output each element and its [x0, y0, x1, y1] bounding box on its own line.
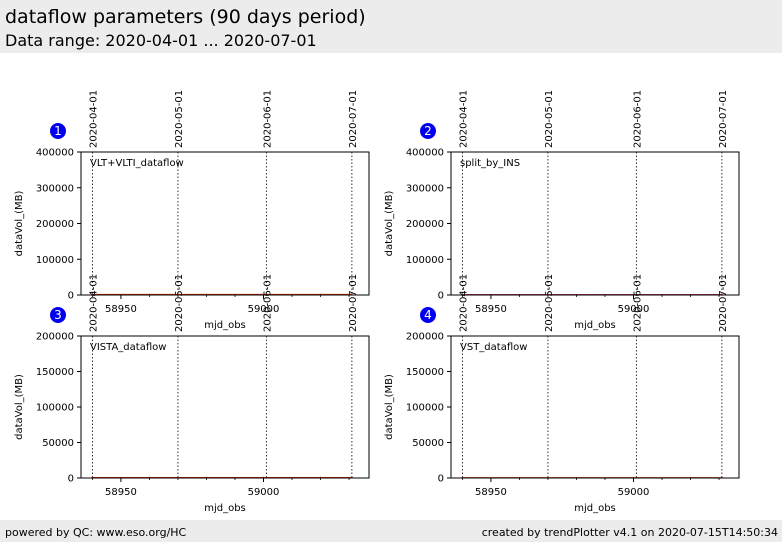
y-tick-label: 0	[68, 291, 74, 302]
y-tick-label: 50000	[42, 438, 74, 449]
date-marker-label: 2020-06-01	[632, 90, 643, 148]
x-axis-label: mjd_obs	[204, 503, 246, 514]
date-marker-label: 2020-05-01	[544, 90, 555, 148]
chart-panel-2: 2 2020-04-01 2020-05-01 2020-06-01 2020-07-0…	[384, 90, 740, 331]
panel-number-label: 1	[54, 124, 62, 138]
x-axis-label: mjd_obs	[204, 320, 246, 331]
y-axis-label: dataVol_(MB)	[384, 374, 395, 440]
panel-number-badge	[50, 307, 66, 323]
date-marker-label: 2020-05-01	[174, 274, 185, 332]
y-tick-label: 0	[438, 291, 444, 302]
y-axis-label: dataVol_(MB)	[384, 191, 395, 257]
panel-label: VLT+VLTI_dataflow	[90, 158, 184, 169]
x-tick-label: 58950	[475, 487, 507, 498]
plot-frame	[450, 335, 740, 479]
footer-created-by: created by trendPlotter v4.1 on 2020-07-…	[481, 526, 778, 539]
date-marker-label: 2020-05-01	[174, 90, 185, 148]
y-axis-label: dataVol_(MB)	[14, 191, 25, 257]
date-marker-label: 2020-07-01	[348, 90, 359, 148]
y-tick-label: 0	[438, 474, 444, 485]
date-marker-label: 2020-06-01	[262, 90, 273, 148]
date-marker-label: 2020-04-01	[88, 274, 99, 332]
y-tick-label: 50000	[412, 438, 444, 449]
x-axis-label: mjd_obs	[574, 503, 616, 514]
date-marker-label: 2020-04-01	[458, 90, 469, 148]
x-tick-label: 58950	[105, 304, 137, 315]
y-tick-label: 200000	[406, 219, 444, 230]
footer-powered-by: powered by QC: www.eso.org/HC	[5, 526, 187, 539]
y-tick-label: 150000	[406, 367, 444, 378]
x-tick-label: 59000	[618, 487, 650, 498]
chart-panel-3: 3 2020-04-01 2020-05-01 2020-06-01 2020-07-0…	[14, 274, 370, 514]
y-tick-label: 300000	[406, 183, 444, 194]
page-title: dataflow parameters (90 days period)	[5, 6, 366, 28]
y-tick-label: 100000	[36, 403, 74, 414]
header-band: dataflow parameters (90 days period) Dat…	[0, 0, 782, 53]
date-marker-label: 2020-04-01	[458, 274, 469, 332]
y-tick-label: 300000	[36, 183, 74, 194]
x-tick-label: 58950	[475, 304, 507, 315]
panel-label: VISTA_dataflow	[90, 342, 166, 353]
panel-number-label: 4	[424, 308, 432, 322]
y-axis-label: dataVol_(MB)	[14, 374, 25, 440]
x-tick-label: 58950	[105, 487, 137, 498]
date-marker-label: 2020-07-01	[348, 274, 359, 332]
data-range-subtitle: Data range: 2020-04-01 ... 2020-07-01	[5, 31, 317, 50]
footer-band: powered by QC: www.eso.org/HC created by…	[0, 520, 782, 542]
plot-frame	[450, 151, 740, 296]
panel-label: split_by_INS	[460, 158, 520, 169]
date-marker-label: 2020-06-01	[632, 274, 643, 332]
chart-panel-1: 1 2020-04-01 2020-05-01 2020-06-01 2020-07-0…	[14, 90, 370, 331]
x-axis-label: mjd_obs	[574, 320, 616, 331]
y-tick-label: 0	[68, 474, 74, 485]
y-tick-label: 150000	[36, 367, 74, 378]
plot-frame	[80, 335, 370, 479]
plot-frame	[80, 151, 370, 296]
x-tick-label: 59000	[248, 487, 280, 498]
panel-number-label: 3	[54, 308, 62, 322]
panel-number-badge	[420, 307, 436, 323]
y-tick-label: 100000	[406, 403, 444, 414]
y-tick-label: 400000	[406, 148, 444, 159]
date-marker-label: 2020-07-01	[718, 90, 729, 148]
panel-number-badge	[420, 123, 436, 139]
panel-number-label: 2	[424, 124, 432, 138]
date-marker-label: 2020-05-01	[544, 274, 555, 332]
date-marker-label: 2020-04-01	[88, 90, 99, 148]
chart-panel-4: 4 2020-04-01 2020-05-01 2020-06-01 2020-07-0…	[384, 274, 740, 514]
x-tick-label: 59000	[618, 304, 650, 315]
x-tick-label: 59000	[248, 304, 280, 315]
y-tick-label: 200000	[36, 332, 74, 343]
date-marker-label: 2020-07-01	[718, 274, 729, 332]
y-tick-label: 400000	[36, 148, 74, 159]
date-marker-label: 2020-06-01	[262, 274, 273, 332]
y-tick-label: 200000	[406, 332, 444, 343]
y-tick-label: 100000	[36, 255, 74, 266]
y-tick-label: 100000	[406, 255, 444, 266]
y-tick-label: 200000	[36, 219, 74, 230]
panel-number-badge	[50, 123, 66, 139]
panel-label: VST_dataflow	[460, 342, 527, 353]
